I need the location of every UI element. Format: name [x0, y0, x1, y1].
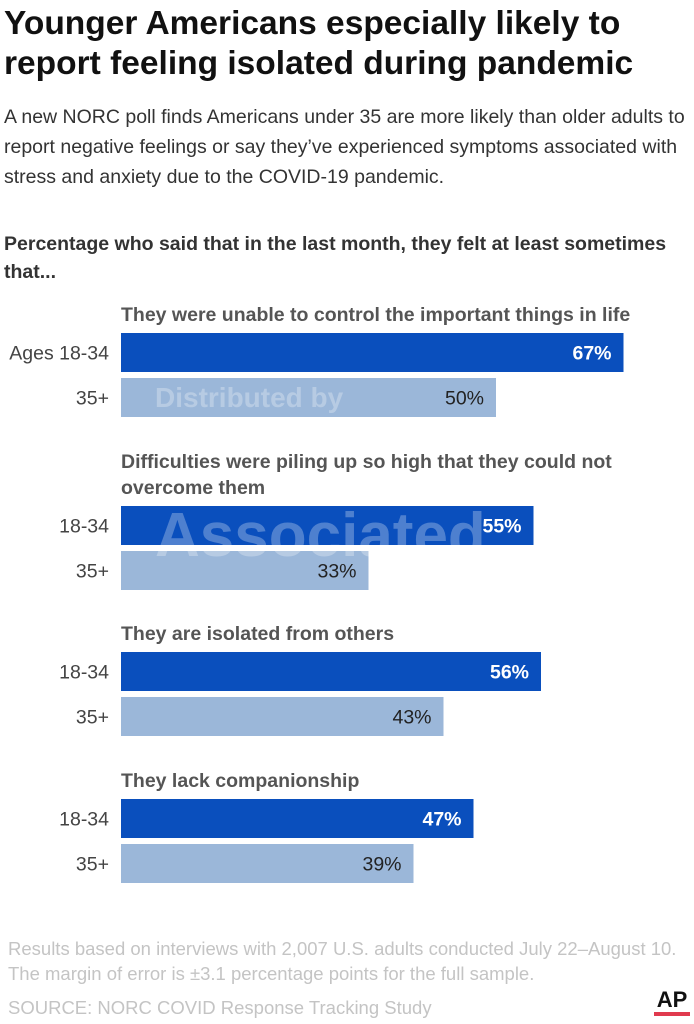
category-label: 18-34 [59, 809, 109, 831]
chart-subtitle: A new NORC poll finds Americans under 35… [4, 106, 685, 188]
group-title: They lack companionship [121, 770, 359, 792]
category-label: Ages 18-34 [9, 343, 109, 365]
data-label: 39% [362, 854, 401, 876]
bar-35-plus [121, 378, 496, 417]
category-label: 35+ [76, 561, 109, 583]
bar-18-34 [121, 652, 541, 691]
data-label: 33% [317, 561, 356, 583]
data-label: 56% [490, 662, 529, 684]
chart-title: Younger Americans especially likely to r… [4, 5, 634, 82]
bar-18-34 [121, 506, 534, 545]
bar-18-34 [121, 799, 474, 838]
category-label: 35+ [76, 854, 109, 876]
data-label: 47% [422, 809, 461, 831]
category-label: 35+ [76, 388, 109, 410]
group-title: Difficulties were piling up so high that… [121, 451, 612, 473]
bar-chart: They were unable to control the importan… [9, 304, 630, 883]
ap-logo: AP [654, 988, 690, 1016]
chart-heading: Percentage who said that in the last mon… [4, 233, 667, 283]
group-title: overcome them [121, 477, 265, 499]
footnote: Results based on interviews with 2,007 U… [8, 938, 677, 984]
group-title: They were unable to control the importan… [121, 304, 630, 326]
bar-35-plus [121, 551, 369, 590]
data-label: 50% [445, 388, 484, 410]
category-label: 18-34 [59, 662, 109, 684]
data-label: 67% [572, 343, 611, 365]
bar-35-plus [121, 697, 444, 736]
data-label: 43% [392, 707, 431, 729]
source-line: SOURCE: NORC COVID Response Tracking Stu… [8, 997, 432, 1018]
bar-35-plus [121, 844, 414, 883]
data-label: 55% [482, 516, 521, 538]
category-label: 18-34 [59, 516, 109, 538]
category-label: 35+ [76, 707, 109, 729]
group-title: They are isolated from others [121, 623, 394, 645]
bar-18-34 [121, 333, 624, 372]
